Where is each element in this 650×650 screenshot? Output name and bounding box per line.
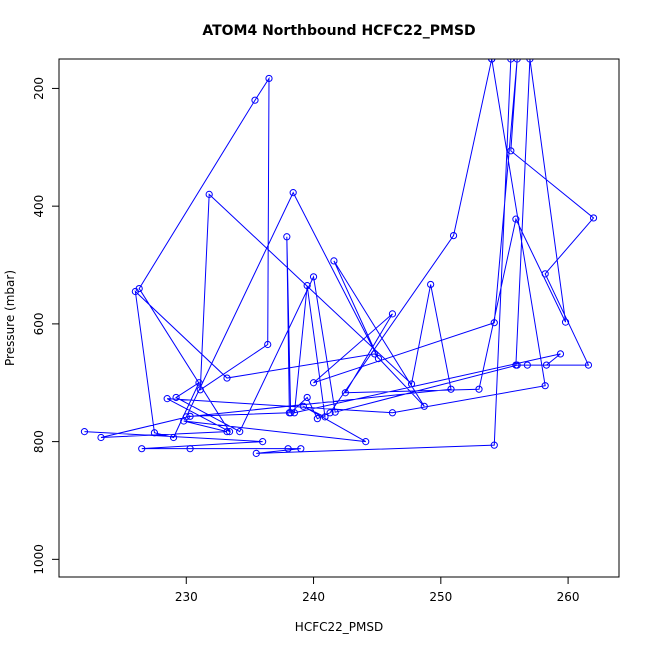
x-axis: 230 240 250 260 bbox=[175, 576, 580, 604]
data-point bbox=[371, 350, 379, 358]
data-point bbox=[289, 189, 297, 197]
data-point bbox=[303, 393, 311, 402]
data-point bbox=[309, 379, 318, 387]
data-point bbox=[321, 413, 329, 421]
data-point bbox=[589, 214, 598, 222]
data-point bbox=[150, 429, 159, 437]
data-point bbox=[186, 412, 194, 420]
data-point bbox=[326, 409, 334, 417]
y-tick-label: 600 bbox=[32, 312, 46, 335]
series-line bbox=[84, 59, 595, 454]
data-point bbox=[131, 287, 139, 296]
data-point bbox=[223, 428, 231, 436]
y-axis: 200 400 600 800 1000 bbox=[32, 77, 60, 575]
data-point bbox=[388, 310, 397, 318]
x-axis-label: HCFC22_PMSD bbox=[295, 620, 383, 634]
y-tick-label: 200 bbox=[32, 77, 46, 100]
data-point bbox=[252, 449, 260, 457]
data-point bbox=[388, 409, 397, 417]
data-point bbox=[362, 438, 370, 446]
data-point bbox=[490, 319, 498, 327]
data-point bbox=[427, 280, 435, 289]
data-point bbox=[251, 96, 259, 104]
data-point bbox=[259, 438, 267, 446]
data-point bbox=[225, 428, 234, 436]
data-point bbox=[507, 147, 515, 155]
data-point bbox=[449, 231, 458, 240]
data-point bbox=[331, 408, 339, 416]
data-point bbox=[407, 380, 416, 388]
data-point bbox=[541, 382, 549, 390]
data-point bbox=[309, 273, 318, 281]
x-tick-label: 260 bbox=[557, 590, 580, 604]
y-tick-label: 1000 bbox=[32, 544, 46, 575]
data-point bbox=[490, 441, 498, 449]
data-point bbox=[341, 389, 349, 397]
data-point bbox=[172, 393, 180, 402]
data-point bbox=[523, 361, 531, 369]
data-point bbox=[475, 385, 483, 393]
data-point bbox=[561, 318, 570, 326]
data-point bbox=[542, 361, 551, 369]
data-point bbox=[374, 355, 383, 363]
data-point bbox=[196, 386, 204, 394]
data-point bbox=[283, 233, 291, 241]
plot-area bbox=[80, 59, 598, 457]
data-point bbox=[180, 417, 188, 425]
data-point bbox=[195, 379, 203, 387]
x-tick-label: 230 bbox=[175, 590, 198, 604]
data-point bbox=[297, 445, 305, 453]
data-point bbox=[420, 402, 428, 410]
x-tick-label: 240 bbox=[302, 590, 325, 604]
y-tick-label: 800 bbox=[32, 430, 46, 453]
y-axis-label: Pressure (mbar) bbox=[3, 270, 17, 366]
data-point bbox=[169, 433, 178, 442]
data-point bbox=[265, 74, 273, 83]
data-point bbox=[163, 395, 171, 403]
data-point bbox=[512, 361, 520, 369]
data-point bbox=[303, 282, 311, 290]
data-point bbox=[284, 445, 292, 453]
y-tick-label: 400 bbox=[32, 195, 46, 218]
data-point bbox=[330, 257, 338, 265]
data-point bbox=[584, 361, 593, 369]
data-point bbox=[80, 428, 89, 436]
data-point bbox=[541, 270, 549, 278]
chart-title: ATOM4 Northbound HCFC22_PMSD bbox=[202, 23, 475, 39]
data-point bbox=[287, 409, 295, 417]
data-point bbox=[290, 409, 299, 417]
data-point bbox=[205, 190, 213, 198]
data-point bbox=[236, 428, 244, 436]
data-point bbox=[264, 340, 272, 349]
data-point bbox=[512, 215, 520, 223]
data-point bbox=[138, 445, 146, 453]
data-point bbox=[313, 415, 321, 423]
data-point bbox=[299, 402, 307, 410]
data-point bbox=[97, 433, 105, 442]
data-point bbox=[223, 374, 231, 382]
x-tick-label: 250 bbox=[429, 590, 452, 604]
data-point bbox=[447, 385, 455, 393]
data-point bbox=[186, 445, 194, 453]
data-point bbox=[556, 350, 565, 358]
